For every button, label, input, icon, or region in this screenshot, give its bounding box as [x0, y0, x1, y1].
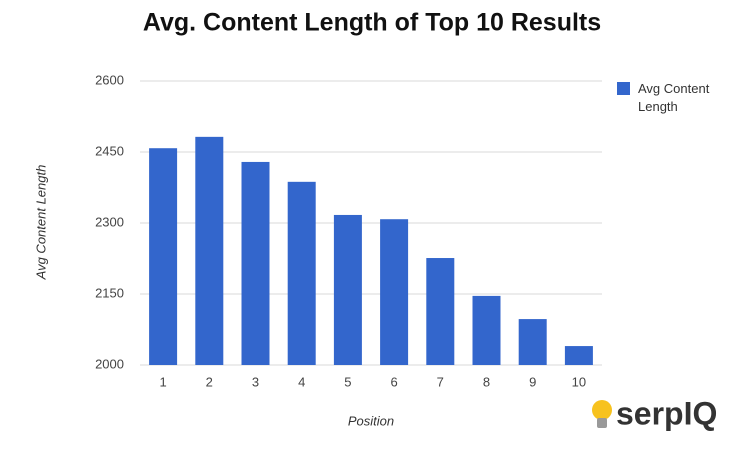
y-tick-label: 2600	[95, 72, 124, 87]
bar	[149, 148, 178, 365]
x-tick-label: 6	[390, 374, 397, 389]
y-axis-title: Avg Content Length	[33, 165, 48, 281]
x-tick-label: 9	[529, 374, 536, 389]
x-tick-label: 5	[344, 374, 351, 389]
bar	[472, 295, 501, 365]
logo-text: serpIQ	[616, 395, 717, 431]
y-tick-label: 2150	[95, 285, 124, 300]
bar	[518, 319, 547, 365]
chart-title: Avg. Content Length of Top 10 Results	[143, 9, 601, 37]
x-tick-label: 8	[483, 374, 490, 389]
bar	[564, 346, 593, 365]
x-tick-label: 2	[206, 374, 213, 389]
y-tick-label: 2000	[95, 356, 124, 371]
x-tick-label: 4	[298, 374, 305, 389]
bar	[241, 161, 270, 365]
legend-label: Avg Content Length	[638, 81, 710, 114]
x-tick-label: 1	[159, 374, 166, 389]
x-axis-title: Position	[348, 413, 394, 428]
bar	[380, 219, 409, 365]
logo-bulb	[592, 400, 612, 428]
x-tick-label: 10	[572, 374, 586, 389]
bar	[333, 214, 362, 365]
legend-swatch	[617, 82, 630, 95]
y-tick-label: 2300	[95, 214, 124, 229]
x-tick-label: 7	[437, 374, 444, 389]
bar	[195, 136, 224, 365]
bar	[426, 258, 455, 365]
y-tick-label: 2450	[95, 143, 124, 158]
x-tick-label: 3	[252, 374, 259, 389]
bar	[287, 181, 316, 365]
